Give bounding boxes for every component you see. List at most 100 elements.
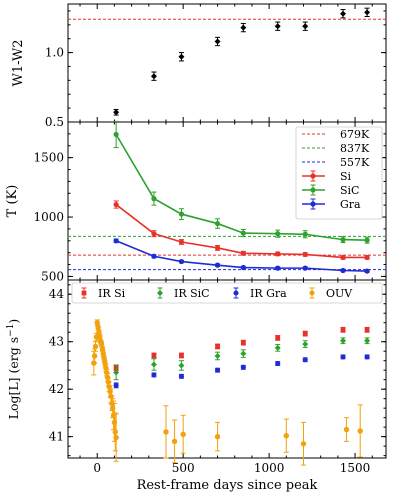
bottom-data-point-ir-si xyxy=(179,353,184,358)
middle-legend-label-gra: Gra xyxy=(340,198,361,211)
bottom-data-point-ir-sic xyxy=(113,369,120,376)
bottom-legend: IR Si IR SiC IR Gra OUV xyxy=(71,282,383,304)
bottom-y-axis-label-exp: −1 xyxy=(6,324,16,337)
bottom-data-point-ouv xyxy=(91,353,98,359)
middle-data-point-sic xyxy=(178,211,185,217)
bottom-legend-marker-ir-gra xyxy=(233,290,239,296)
bottom-data-point-ir-sic xyxy=(150,361,157,368)
bottom-data-point-ouv xyxy=(357,428,363,434)
middle-data-point-gra xyxy=(151,253,157,259)
middle-legend-label-679K: 679K xyxy=(340,128,370,141)
bottom-data-point-ouv xyxy=(113,434,119,441)
bottom-data-point-ouv xyxy=(99,346,106,352)
middle-data-point-sic xyxy=(275,231,281,237)
middle-data-point-sic xyxy=(302,231,308,237)
x-axis-label: Rest-frame days since peak xyxy=(137,478,318,493)
bottom-data-point-ir-sic xyxy=(302,341,309,348)
bottom-legend-label-ir-gra: IR Gra xyxy=(250,287,287,300)
middle-data-point-gra xyxy=(302,265,308,271)
top-data-point xyxy=(150,73,157,80)
bottom-data-point-ouv xyxy=(214,433,221,440)
bottom-data-point-ir-gra xyxy=(178,373,184,379)
middle-y-tick-label: 1000 xyxy=(33,210,64,224)
middle-legend-marker-gra xyxy=(310,201,316,207)
middle-data-point-gra xyxy=(275,265,281,271)
bottom-data-point-ir-gra xyxy=(340,354,346,360)
bottom-data-point-ir-si xyxy=(364,327,370,333)
bottom-x-tick-label: 0 xyxy=(93,461,101,475)
bottom-data-point-ouv xyxy=(94,320,100,326)
bottom-data-point-ir-si xyxy=(240,340,246,346)
bottom-data-point-ir-gra xyxy=(240,364,246,370)
bottom-data-point-ir-gra xyxy=(214,367,221,373)
bottom-x-tick-label: 500 xyxy=(172,461,195,475)
middle-data-point-gra xyxy=(178,258,185,265)
bottom-data-point-ir-si xyxy=(340,327,346,333)
bottom-data-point-ouv xyxy=(180,431,186,437)
top-data-point xyxy=(240,24,247,31)
middle-y-tick-label: 500 xyxy=(41,269,64,283)
middle-data-point-gra xyxy=(113,238,119,244)
top-data-point xyxy=(113,109,120,116)
bottom-y-axis-label-close: ) xyxy=(6,319,21,324)
bottom-data-point-ir-sic xyxy=(274,344,281,351)
middle-legend-marker-si xyxy=(310,173,316,179)
bottom-y-axis-label-main: Log[L] (erg s xyxy=(6,337,21,420)
panel-top: 0.5 1.0 W1-W2 xyxy=(11,3,387,129)
bottom-legend-label-ir-sic: IR SiC xyxy=(174,287,210,300)
bottom-data-point-ouv xyxy=(112,429,118,435)
middle-legend-label-837K: 837K xyxy=(340,142,370,155)
bottom-legend-box xyxy=(71,282,383,304)
middle-data-point-si xyxy=(364,254,370,261)
bottom-data-point-ir-sic xyxy=(340,337,347,344)
middle-data-point-sic xyxy=(240,230,246,236)
bottom-data-point-ir-gra xyxy=(113,382,119,388)
middle-data-point-si xyxy=(113,201,119,208)
middle-data-point-si xyxy=(275,251,281,257)
middle-data-point-gra xyxy=(240,264,246,271)
bottom-data-point-ouv xyxy=(98,341,105,347)
bottom-y-tick-label: 42 xyxy=(49,382,64,396)
bottom-data-point-ir-gra xyxy=(302,357,308,363)
middle-y-axis-label: T (K) xyxy=(5,185,20,218)
middle-data-point-sic xyxy=(340,237,346,243)
bottom-y-tick-label: 41 xyxy=(49,430,64,444)
bottom-data-point-ir-si xyxy=(302,331,308,337)
bottom-data-point-ir-gra xyxy=(275,360,281,367)
bottom-data-point-ir-gra xyxy=(151,372,157,378)
top-data-point xyxy=(178,53,185,60)
bottom-data-point-ir-sic xyxy=(178,362,185,369)
bottom-data-point-ir-si xyxy=(215,344,220,349)
middle-data-point-si xyxy=(302,251,308,258)
bottom-x-tick-label: 1500 xyxy=(340,461,371,475)
bottom-data-point-ouv xyxy=(103,369,110,376)
middle-data-point-gra xyxy=(214,262,221,268)
top-data-point xyxy=(340,10,347,17)
bottom-data-point-ir-sic xyxy=(364,337,371,344)
middle-data-point-sic xyxy=(151,196,157,202)
bottom-y-tick-label: 44 xyxy=(49,287,65,301)
bottom-data-point-ir-si xyxy=(275,335,281,341)
bottom-data-point-ouv xyxy=(92,343,99,350)
bottom-y-tick-label: 43 xyxy=(49,335,64,349)
bottom-data-point-ouv xyxy=(104,374,111,381)
bottom-data-point-ouv xyxy=(163,429,169,435)
bottom-data-point-ouv xyxy=(100,350,106,357)
bottom-data-point-ouv xyxy=(107,388,113,395)
bottom-data-point-ouv xyxy=(101,355,107,362)
bottom-data-point-ouv xyxy=(96,329,102,335)
middle-legend-marker-sic xyxy=(310,187,316,193)
bottom-data-point-ouv xyxy=(95,324,101,331)
middle-data-point-gra xyxy=(364,268,370,274)
top-y-tick-label: 0.5 xyxy=(45,115,64,129)
middle-legend-label-557K: 557K xyxy=(340,156,370,169)
bottom-data-point-ir-sic xyxy=(214,352,221,359)
top-data-point xyxy=(302,23,309,30)
top-data-point xyxy=(214,38,221,45)
panel-top-frame xyxy=(67,3,387,123)
bottom-legend-marker-ir-si xyxy=(81,290,87,296)
middle-y-tick-label: 1500 xyxy=(33,151,64,165)
middle-data-point-si xyxy=(214,245,221,251)
